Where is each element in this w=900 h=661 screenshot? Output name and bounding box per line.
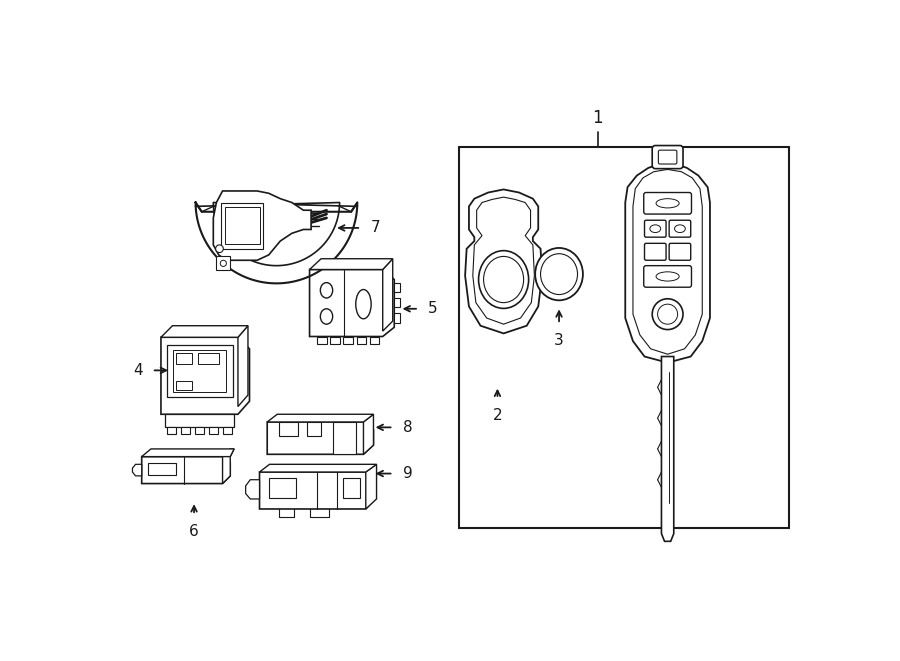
Ellipse shape [656,199,680,208]
Polygon shape [222,449,234,484]
Text: 4: 4 [133,363,142,378]
Ellipse shape [541,254,578,295]
Ellipse shape [650,225,661,233]
Ellipse shape [479,251,528,309]
Polygon shape [382,258,392,331]
Polygon shape [267,422,374,454]
Bar [222,426,232,434]
FancyBboxPatch shape [644,192,691,214]
Polygon shape [633,169,702,354]
Bar [394,283,400,292]
Bar [343,478,360,498]
Bar [459,147,788,528]
Text: 3: 3 [554,333,564,348]
Bar [209,426,218,434]
Bar [148,463,176,475]
Text: 9: 9 [402,466,412,481]
Polygon shape [238,326,248,407]
Circle shape [216,245,223,253]
Bar [356,336,365,344]
Text: 2: 2 [492,408,502,423]
Polygon shape [141,457,230,484]
Circle shape [652,299,683,330]
Bar [269,478,296,498]
Ellipse shape [320,283,333,298]
Bar [279,422,298,436]
Bar [167,426,176,434]
Bar [176,381,192,391]
FancyBboxPatch shape [659,150,677,164]
Ellipse shape [320,309,333,324]
Circle shape [658,304,678,324]
Polygon shape [267,414,374,422]
Text: 7: 7 [371,220,380,235]
Polygon shape [161,326,248,337]
Bar [198,354,220,364]
Polygon shape [259,472,375,509]
Polygon shape [246,480,259,499]
Polygon shape [213,191,311,260]
Polygon shape [626,164,710,363]
Bar [176,354,192,364]
FancyBboxPatch shape [644,266,691,288]
Polygon shape [310,270,394,336]
Polygon shape [141,449,234,457]
Text: 1: 1 [592,109,603,127]
Polygon shape [465,190,542,333]
Polygon shape [364,414,374,454]
Bar [167,345,232,397]
Text: 5: 5 [428,301,437,316]
FancyBboxPatch shape [644,243,666,260]
Ellipse shape [656,272,680,281]
FancyBboxPatch shape [669,243,690,260]
Bar [194,426,204,434]
Text: 6: 6 [189,524,199,539]
Text: 8: 8 [402,420,412,435]
Bar [225,207,259,244]
Bar [333,422,356,454]
Polygon shape [259,464,376,472]
Bar [174,350,226,392]
Bar [216,256,230,270]
Bar [165,414,234,426]
Polygon shape [195,202,357,284]
FancyBboxPatch shape [652,145,683,169]
Ellipse shape [674,225,685,233]
Polygon shape [310,258,392,270]
Ellipse shape [356,290,371,319]
Polygon shape [161,337,249,414]
Bar [344,336,353,344]
Polygon shape [472,197,535,324]
Ellipse shape [483,256,524,303]
Ellipse shape [536,248,583,300]
Bar [221,202,264,249]
Polygon shape [662,356,674,541]
Bar [181,426,190,434]
Bar [307,422,321,436]
Bar [330,336,339,344]
Bar [370,336,379,344]
Bar [318,336,327,344]
FancyBboxPatch shape [669,220,690,237]
Circle shape [220,260,227,266]
Polygon shape [132,464,141,476]
FancyBboxPatch shape [644,220,666,237]
Bar [394,298,400,307]
Bar [394,313,400,323]
Polygon shape [365,464,376,509]
